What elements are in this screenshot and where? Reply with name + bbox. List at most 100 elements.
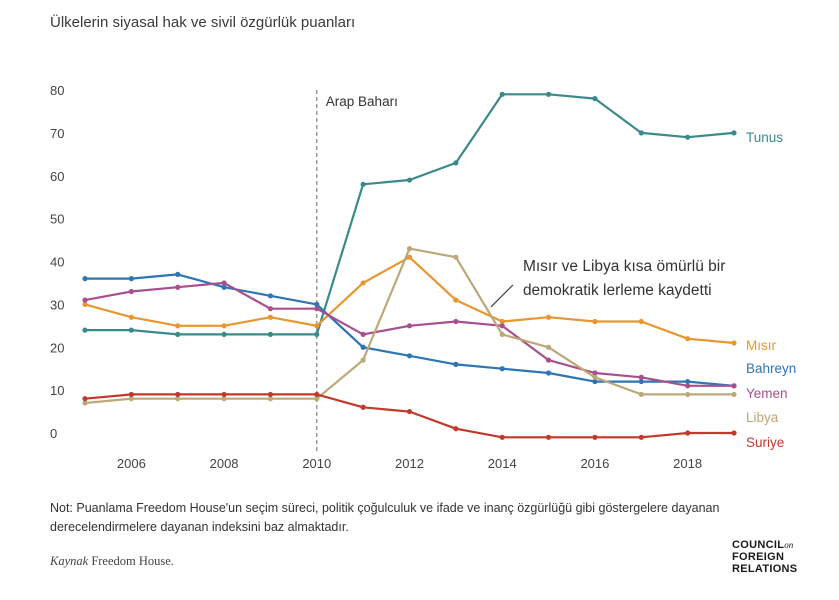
axis-layer: 0 10 20 30 40 50 60 70 80 2006 2008 2010 2012 2014 201… [50,83,702,471]
data-point-bahreyn [685,378,691,385]
series-line-suriye [84,393,734,439]
data-point-tunus [128,327,134,333]
data-point-tunus [592,95,598,102]
data-point-yemen [221,280,227,286]
data-point-tunus [499,91,505,97]
data-point-libya [406,246,413,252]
y-tick-label: 70 [50,126,64,141]
data-point-bahreyn [499,366,505,372]
y-tick-label: 80 [50,83,64,98]
source-line: Kaynak Freedom House. [50,554,174,569]
data-point-m-s-r [128,314,134,320]
data-point-m-s-r [731,340,737,346]
data-point-m-s-r [638,318,644,325]
data-point-libya [314,396,320,402]
data-point-m-s-r [314,323,320,329]
data-point-yemen [685,383,691,389]
data-point-bahreyn [128,276,134,282]
x-tick-label: 2012 [395,456,424,471]
source-label: Kaynak [50,554,89,568]
data-point-suriye [685,430,691,436]
data-point-yemen [128,288,134,295]
chart-title: Ülkelerin siyasal hak ve sivil özgürlük … [50,14,356,31]
data-point-libya [82,400,88,406]
data-point-yemen [267,306,274,312]
logo-line-2: FOREIGN [732,551,785,563]
x-tick-label: 2010 [302,456,331,471]
data-point-bahreyn [267,293,274,299]
data-point-suriye [128,391,134,398]
data-point-m-s-r [685,336,691,342]
y-tick-label: 30 [50,297,64,312]
callout-pointer-line [490,284,514,308]
y-tick-label: 0 [50,426,57,441]
data-point-m-s-r [175,323,181,329]
data-point-tunus [360,181,366,187]
data-point-bahreyn [592,378,598,385]
data-point-m-s-r [82,301,88,307]
data-point-bahreyn [638,378,644,385]
annotation-layer: Arap Baharı Mısır ve Libya kısa ömürlü bi… [316,90,725,452]
data-point-bahreyn [453,361,459,367]
data-point-libya [592,374,598,380]
data-point-yemen [406,323,413,329]
data-point-tunus [731,130,737,136]
data-point-yemen [638,374,644,380]
data-point-suriye [638,434,644,440]
data-point-libya [545,344,552,350]
data-point-yemen [453,318,459,325]
data-point-suriye [406,408,413,415]
data-point-bahreyn [314,301,320,307]
data-point-yemen [314,306,320,312]
data-point-libya [267,396,274,402]
x-tick-label: 2014 [488,456,517,471]
data-point-yemen [175,284,181,290]
series-label-bahreyn: Bahreyn [746,361,796,376]
series-label-m-s-r: Mısır [746,338,776,353]
data-point-suriye [221,391,227,398]
series-label-libya: Libya [746,410,779,425]
footnote: Not: Puanlama Freedom House'un seçim sür… [50,501,720,534]
data-point-suriye [82,396,88,402]
data-point-yemen [731,383,737,389]
arab-spring-label: Arap Baharı [326,94,398,109]
data-point-m-s-r [453,297,459,303]
data-point-bahreyn [406,353,413,359]
y-tick-label: 60 [50,169,64,184]
data-point-tunus [638,130,644,136]
y-tick-label: 40 [50,255,64,270]
data-point-tunus [175,331,181,337]
data-point-bahreyn [175,271,181,277]
data-point-m-s-r [360,280,366,286]
data-point-bahreyn [82,276,88,282]
data-point-libya [453,254,459,260]
data-point-tunus [453,160,459,166]
data-point-libya [731,391,737,398]
data-point-m-s-r [221,323,227,329]
data-point-libya [499,331,505,337]
series-label-tunus: Tunus [746,130,783,145]
data-point-tunus [406,177,413,183]
x-tick-label: 2018 [673,456,702,471]
data-point-suriye [499,434,505,440]
data-point-m-s-r [545,314,552,320]
data-point-suriye [592,434,598,440]
data-point-suriye [545,434,552,440]
data-point-yemen [499,323,505,329]
data-point-libya [175,396,181,402]
x-tick-label: 2016 [580,456,609,471]
data-point-libya [685,391,691,398]
data-point-tunus [82,327,88,333]
data-point-suriye [175,391,181,398]
source-text: Freedom House. [91,554,174,568]
publisher-logo: COUNCILon FOREIGN RELATIONS [732,539,797,575]
y-tick-label: 50 [50,212,64,227]
data-point-tunus [314,331,320,337]
y-tick-label: 10 [50,383,64,398]
data-point-bahreyn [360,344,366,350]
x-tick-label: 2008 [210,456,239,471]
series-label-yemen: Yemen [746,386,788,401]
callout-text-line: Mısır ve Libya kısa ömürlü bir [523,258,725,275]
data-point-libya [638,391,644,398]
